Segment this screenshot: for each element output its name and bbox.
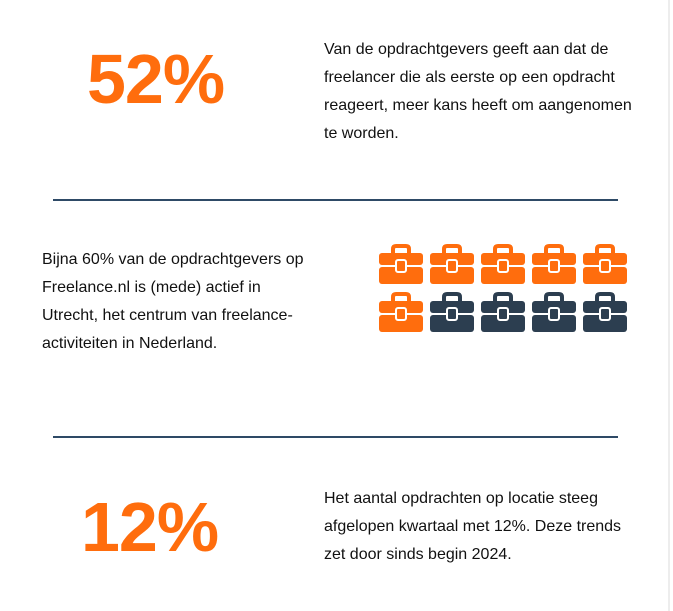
briefcase-icon <box>583 244 627 284</box>
stat-12-percent: 12% <box>81 488 219 566</box>
stat-52-description: Van de opdrachtgevers geeft aan dat de f… <box>324 41 632 142</box>
briefcase-icon <box>430 244 474 284</box>
stat-52-percent: 52% <box>87 40 225 118</box>
briefcase-icon <box>379 244 423 284</box>
briefcase-icon <box>481 244 525 284</box>
right-edge-line <box>668 0 670 611</box>
utrecht-description: Bijna 60% van de opdrachtgevers op Freel… <box>42 251 304 352</box>
briefcase-icon <box>379 292 423 332</box>
briefcase-icon <box>481 292 525 332</box>
briefcase-icon <box>583 292 627 332</box>
briefcase-icon <box>532 244 576 284</box>
section-divider-bottom <box>53 436 618 438</box>
briefcase-icon-grid <box>379 244 631 336</box>
section-divider-top <box>53 199 618 201</box>
briefcase-icon <box>532 292 576 332</box>
stat-12-description: Het aantal opdrachten op locatie steeg a… <box>324 490 622 563</box>
briefcase-icon <box>430 292 474 332</box>
